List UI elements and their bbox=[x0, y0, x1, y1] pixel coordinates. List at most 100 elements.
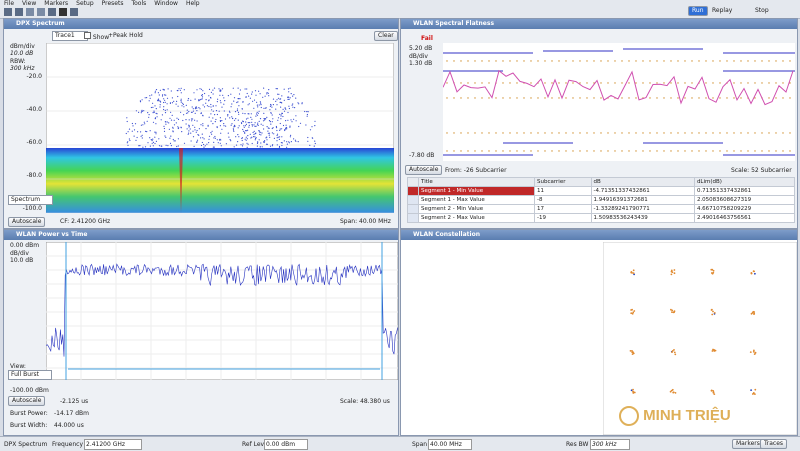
limit-dot bbox=[474, 150, 476, 152]
trace-dot bbox=[247, 135, 249, 137]
trace-dot bbox=[262, 124, 264, 126]
trace-dot bbox=[221, 88, 224, 90]
trace-dot bbox=[193, 92, 195, 94]
trace-dot bbox=[244, 132, 246, 134]
ref-field[interactable]: 0.00 dBm bbox=[264, 439, 308, 450]
limit-dot bbox=[579, 60, 581, 62]
run-button[interactable]: Run bbox=[688, 6, 708, 16]
trace-dot bbox=[125, 132, 127, 135]
menu-item[interactable]: File bbox=[4, 0, 15, 7]
icon[interactable] bbox=[59, 8, 67, 16]
limit-dot bbox=[754, 97, 756, 99]
limit-dot bbox=[684, 150, 686, 152]
clear-button[interactable]: Clear bbox=[374, 31, 398, 41]
autoscale-button[interactable]: Autoscale bbox=[405, 165, 443, 175]
trace-dot bbox=[288, 98, 290, 100]
trace-dot bbox=[235, 118, 237, 120]
trace-dot bbox=[261, 146, 263, 148]
limit-dot bbox=[502, 97, 504, 99]
menu-item[interactable]: Tools bbox=[131, 0, 147, 7]
menu-item[interactable]: Setup bbox=[76, 0, 94, 7]
limit-dot bbox=[628, 82, 630, 84]
trace-dot bbox=[163, 98, 165, 100]
trace-dot bbox=[223, 103, 225, 105]
replay-button[interactable]: Replay bbox=[712, 7, 733, 14]
freq-field[interactable]: 2.41200 GHz bbox=[84, 439, 142, 450]
symbol bbox=[754, 393, 756, 395]
trace-dot bbox=[267, 132, 269, 134]
icon[interactable] bbox=[70, 8, 78, 16]
trace-dot bbox=[144, 123, 146, 125]
trace-dot bbox=[188, 132, 190, 134]
table-row[interactable]: Segment 1 - Max Value -8 1.94916391372681 2… bbox=[407, 195, 796, 205]
trace-dot bbox=[139, 145, 141, 147]
icon[interactable] bbox=[48, 8, 56, 16]
top-value: 0.00 dBm bbox=[10, 242, 40, 249]
symbol bbox=[750, 272, 753, 275]
limit-dot bbox=[551, 97, 553, 99]
limit-dot bbox=[775, 150, 777, 152]
trace-dot bbox=[233, 126, 235, 128]
span-field[interactable]: 40.00 MHz bbox=[428, 439, 472, 450]
trace-dot bbox=[165, 144, 167, 146]
view-select[interactable]: Full Burst bbox=[8, 370, 53, 380]
limit-dot bbox=[600, 132, 602, 134]
limit-dot bbox=[719, 82, 721, 84]
limit-dot bbox=[670, 82, 672, 84]
icon[interactable] bbox=[15, 8, 23, 16]
scale-value: 1.30 dB bbox=[409, 60, 433, 67]
trace-dot bbox=[242, 101, 244, 103]
rbw-field[interactable]: 300 kHz bbox=[590, 439, 630, 450]
trace-dot bbox=[314, 140, 316, 142]
symbol bbox=[711, 350, 714, 352]
checkbox[interactable] bbox=[84, 32, 91, 39]
scale-label: dB/div bbox=[10, 250, 29, 257]
symbol bbox=[633, 310, 636, 312]
trace-select[interactable]: Trace1 bbox=[52, 31, 88, 41]
icon[interactable] bbox=[4, 8, 12, 16]
ref-label: Ref Lev bbox=[242, 441, 265, 448]
menu-item[interactable]: Presets bbox=[101, 0, 124, 7]
autoscale-button[interactable]: Autoscale bbox=[8, 217, 46, 227]
trace-dot bbox=[194, 129, 196, 131]
trace-dot bbox=[164, 99, 166, 101]
limit-dot bbox=[768, 150, 770, 152]
limit-dot bbox=[677, 82, 679, 84]
trace-dot bbox=[166, 97, 169, 99]
plot-bg bbox=[46, 242, 398, 380]
header-cell: dLim(dB) bbox=[693, 177, 796, 187]
trace-dot bbox=[199, 108, 201, 110]
show-checkbox[interactable]: Show bbox=[84, 32, 109, 41]
icon[interactable] bbox=[26, 8, 34, 16]
trace-dot bbox=[276, 88, 278, 90]
limit-dot bbox=[782, 60, 784, 62]
trace-dot bbox=[266, 139, 268, 141]
autoscale-button[interactable]: Autoscale bbox=[8, 396, 46, 406]
menu-item[interactable]: Help bbox=[185, 0, 200, 7]
limit-dot bbox=[495, 132, 497, 134]
traces-button[interactable]: Traces bbox=[760, 439, 788, 449]
trace-dot bbox=[238, 113, 240, 115]
trace-dot bbox=[201, 98, 203, 100]
menu-item[interactable]: View bbox=[22, 0, 37, 7]
limit-dot bbox=[684, 97, 686, 99]
trace-dot bbox=[227, 115, 229, 117]
trace-dot bbox=[306, 115, 308, 117]
plot-bg bbox=[603, 242, 797, 435]
view-select[interactable]: Spectrum bbox=[8, 195, 54, 205]
trace-dot bbox=[250, 137, 252, 139]
stop-button[interactable]: Stop bbox=[755, 7, 769, 14]
table-row[interactable]: Segment 2 - Max Value -19 1.50983536243439… bbox=[407, 213, 796, 223]
menu-item[interactable]: Markers bbox=[44, 0, 69, 7]
limit-dot bbox=[656, 60, 658, 62]
trace-dot bbox=[212, 110, 214, 112]
trace-dot bbox=[286, 141, 288, 143]
table-cell: 11 bbox=[534, 186, 592, 196]
menu-item[interactable]: Window bbox=[154, 0, 178, 7]
table-row[interactable]: Segment 2 - Min Value 17 -1.33289241790771… bbox=[407, 204, 796, 214]
icon[interactable] bbox=[37, 8, 45, 16]
scale-label: dBm/div bbox=[10, 43, 35, 50]
table-row[interactable]: Segment 1 - Min Value 11 -4.71351337432861… bbox=[407, 186, 796, 196]
trace-dot bbox=[167, 88, 169, 90]
trace-dot bbox=[219, 100, 221, 102]
